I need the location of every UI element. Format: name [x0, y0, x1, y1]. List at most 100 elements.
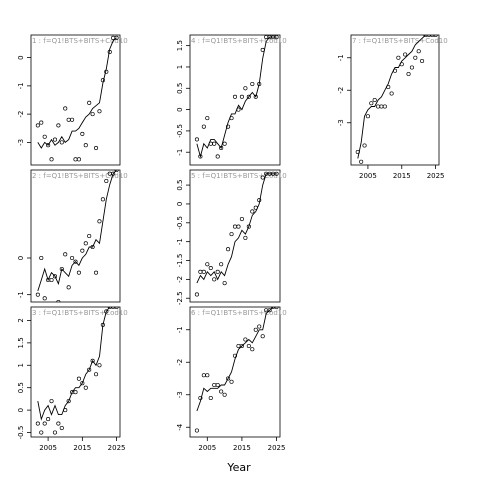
- data-point: [97, 363, 102, 368]
- data-point: [372, 97, 377, 103]
- fitted-line: [357, 35, 436, 159]
- data-point: [433, 35, 438, 38]
- fitted-line: [196, 173, 277, 284]
- data-point: [243, 86, 248, 91]
- data-point: [208, 395, 213, 401]
- data-point: [257, 198, 262, 203]
- data-point: [229, 232, 234, 237]
- x-tick-label: 2025: [427, 172, 445, 180]
- data-point: [83, 385, 88, 390]
- y-tick-label: -3: [337, 119, 345, 126]
- data-point: [403, 52, 408, 57]
- data-point: [201, 373, 206, 378]
- y-tick-label: -2.5: [176, 291, 184, 305]
- data-point: [59, 266, 64, 272]
- y-tick-label: -1.5: [176, 254, 184, 268]
- data-point: [56, 123, 61, 128]
- y-tick-label: -4: [176, 423, 184, 431]
- data-point: [73, 390, 78, 395]
- panel-3: 3 : f=Q1!BTS+BITS+Cod10 2 1.5 1 0.5 0 -0.5 2005…: [17, 306, 128, 452]
- data-point: [73, 157, 78, 162]
- y-tick-label: -2: [337, 87, 345, 94]
- data-point: [260, 175, 265, 180]
- panel-6: 6 : f=Q1!BTS+BITS+Cod10 -1 -2 -3 -4 2005 2015 2…: [176, 306, 287, 452]
- data-point: [430, 35, 435, 38]
- data-point: [111, 307, 116, 310]
- panel-frame: [30, 169, 121, 303]
- data-point: [83, 143, 88, 148]
- data-point: [250, 347, 255, 352]
- y-tick-label: -0.5: [17, 426, 25, 440]
- data-point: [205, 373, 210, 378]
- data-point: [396, 55, 401, 60]
- data-point: [46, 417, 51, 422]
- panel-5: 5 : f=Q1!BTS+BITS+Cod10 0.5 0 -0.5 -1 -1.5 -2 -…: [176, 169, 287, 305]
- data-point: [253, 205, 258, 210]
- data-point: [379, 104, 384, 109]
- data-point: [198, 269, 203, 274]
- data-point: [80, 248, 85, 253]
- data-point: [39, 255, 44, 261]
- data-point: [226, 124, 231, 129]
- panel-data: [194, 35, 279, 159]
- data-point: [243, 235, 248, 240]
- data-point: [215, 269, 220, 274]
- data-point: [260, 47, 265, 52]
- data-point: [229, 379, 234, 384]
- y-tick-label: 0: [17, 408, 25, 412]
- y-tick-label: 0.5: [17, 382, 25, 393]
- data-point: [76, 157, 81, 162]
- data-point: [423, 35, 428, 38]
- x-tick-label: 2025: [268, 444, 286, 452]
- y-tick-label: 1: [17, 363, 25, 367]
- data-point: [219, 145, 224, 151]
- x-tick-label: 2025: [108, 444, 126, 452]
- data-point: [222, 392, 227, 397]
- panel-title: 7 : f=Q1!BTS+BITS+Cod10: [352, 37, 448, 45]
- panel-data: [35, 307, 119, 435]
- panel-frame: [189, 306, 281, 438]
- data-point: [56, 299, 61, 302]
- data-point: [80, 381, 85, 386]
- y-tick-label: 0: [17, 55, 25, 59]
- data-point: [274, 171, 279, 176]
- panel-data: [35, 170, 119, 302]
- x-tick-label: 2015: [73, 444, 91, 452]
- data-point: [420, 58, 425, 64]
- y-tick-label: 0.5: [176, 83, 184, 94]
- data-point: [66, 285, 71, 290]
- data-point: [80, 131, 85, 136]
- data-point: [76, 376, 81, 381]
- data-point: [250, 81, 255, 87]
- y-tick-label: -1: [17, 291, 25, 298]
- data-point: [59, 140, 64, 145]
- x-tick-label: 2015: [393, 172, 411, 180]
- data-point: [42, 296, 47, 301]
- data-point: [226, 247, 231, 252]
- data-point: [114, 170, 119, 173]
- data-point: [35, 292, 40, 297]
- y-tick-label: 0: [176, 202, 184, 206]
- fitted-line: [196, 307, 277, 412]
- data-point: [257, 324, 262, 329]
- y-tick-label: 1.5: [17, 337, 25, 348]
- data-point: [376, 104, 381, 109]
- data-point: [236, 224, 241, 229]
- panel-frame: [189, 169, 281, 303]
- data-point: [365, 114, 370, 119]
- data-point: [46, 143, 51, 148]
- data-point: [406, 71, 411, 77]
- y-tick-label: 0: [176, 107, 184, 111]
- data-point: [382, 104, 387, 109]
- y-tick-label: -1: [17, 82, 25, 89]
- x-tick-label: 2005: [39, 444, 57, 452]
- x-tick-label: 2005: [198, 444, 216, 452]
- fitted-line: [37, 307, 117, 421]
- x-axis-label: Year: [226, 461, 251, 474]
- data-point: [90, 358, 95, 363]
- data-point: [56, 421, 61, 426]
- data-point: [226, 376, 231, 381]
- data-point: [243, 337, 248, 342]
- data-point: [97, 109, 102, 114]
- data-point: [208, 141, 213, 146]
